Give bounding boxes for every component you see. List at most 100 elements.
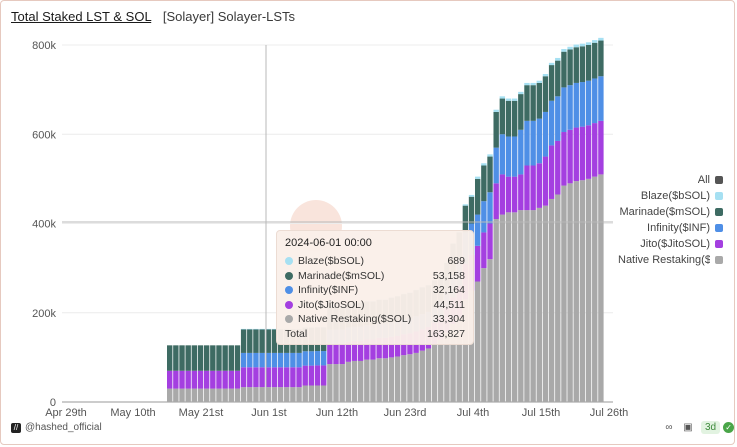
bar-segment[interactable]: [561, 51, 567, 88]
bar-segment[interactable]: [444, 332, 450, 402]
bar-segment[interactable]: [259, 352, 265, 368]
bar-segment[interactable]: [487, 154, 493, 157]
bar-segment[interactable]: [475, 178, 481, 215]
bar-segment[interactable]: [598, 37, 604, 41]
bar-segment[interactable]: [394, 335, 401, 357]
bar-segment[interactable]: [542, 205, 549, 402]
bar-segment[interactable]: [462, 204, 469, 206]
bar-segment[interactable]: [376, 337, 382, 359]
bar-segment[interactable]: [524, 165, 530, 211]
bar-segment[interactable]: [481, 268, 487, 403]
bar-segment[interactable]: [247, 387, 253, 402]
legend-item-native[interactable]: Native Restaking($SOL): [613, 252, 723, 268]
bar-segment[interactable]: [296, 367, 302, 388]
bar-segment[interactable]: [567, 46, 573, 50]
bar-segment[interactable]: [357, 360, 364, 402]
bar-segment[interactable]: [173, 345, 179, 371]
bar-segment[interactable]: [548, 62, 555, 66]
bar-segment[interactable]: [191, 388, 198, 402]
bar-segment[interactable]: [579, 43, 586, 47]
bar-segment[interactable]: [585, 45, 592, 81]
bar-segment[interactable]: [518, 129, 524, 175]
bar-segment[interactable]: [240, 329, 247, 353]
bar-segment[interactable]: [407, 354, 413, 402]
bar-segment[interactable]: [234, 388, 241, 402]
bar-segment[interactable]: [228, 388, 234, 402]
bar-segment[interactable]: [370, 359, 376, 402]
bar-segment[interactable]: [259, 387, 265, 402]
bar-segment[interactable]: [197, 345, 204, 371]
bar-segment[interactable]: [240, 387, 247, 402]
bar-segment[interactable]: [536, 80, 542, 83]
bar-segment[interactable]: [333, 343, 339, 365]
bar-segment[interactable]: [511, 136, 518, 177]
bar-segment[interactable]: [271, 352, 278, 368]
bar-segment[interactable]: [598, 40, 604, 77]
bar-segment[interactable]: [234, 370, 241, 389]
bar-segment[interactable]: [561, 132, 567, 186]
bar-segment[interactable]: [573, 47, 579, 83]
bar-segment[interactable]: [364, 339, 370, 360]
bar-segment[interactable]: [524, 120, 530, 166]
bar-segment[interactable]: [308, 351, 315, 366]
bar-segment[interactable]: [191, 345, 198, 371]
bar-segment[interactable]: [228, 345, 234, 371]
bar-segment[interactable]: [247, 367, 253, 388]
bar-segment[interactable]: [370, 339, 376, 360]
bar-segment[interactable]: [592, 176, 598, 402]
bar-segment[interactable]: [438, 339, 444, 402]
link-icon[interactable]: ∞: [665, 421, 673, 433]
bar-segment[interactable]: [542, 111, 549, 157]
bar-segment[interactable]: [203, 370, 210, 389]
bar-segment[interactable]: [481, 232, 487, 269]
bar-segment[interactable]: [499, 134, 506, 175]
bar-segment[interactable]: [401, 355, 407, 402]
bar-segment[interactable]: [357, 340, 364, 361]
bar-segment[interactable]: [216, 345, 222, 371]
bar-segment[interactable]: [339, 364, 345, 402]
bar-segment[interactable]: [222, 388, 228, 402]
bar-segment[interactable]: [561, 185, 567, 402]
bar-segment[interactable]: [598, 174, 604, 402]
bar-segment[interactable]: [284, 387, 290, 402]
bar-segment[interactable]: [548, 198, 555, 402]
bar-segment[interactable]: [561, 87, 567, 133]
bar-segment[interactable]: [253, 352, 259, 368]
bar-segment[interactable]: [210, 388, 216, 402]
bar-segment[interactable]: [179, 388, 185, 402]
bar-segment[interactable]: [585, 42, 592, 45]
bar-segment[interactable]: [592, 40, 598, 43]
bar-segment[interactable]: [536, 82, 542, 119]
bar-segment[interactable]: [548, 145, 555, 199]
bar-segment[interactable]: [382, 358, 388, 402]
bar-segment[interactable]: [505, 98, 512, 101]
bar-segment[interactable]: [499, 214, 506, 402]
bar-segment[interactable]: [185, 345, 191, 371]
bar-segment[interactable]: [579, 126, 586, 181]
bar-segment[interactable]: [505, 100, 512, 137]
bar-segment[interactable]: [505, 176, 512, 213]
bar-segment[interactable]: [499, 98, 506, 135]
bar-segment[interactable]: [321, 351, 327, 366]
bar-segment[interactable]: [493, 111, 499, 148]
bar-segment[interactable]: [598, 120, 604, 175]
bar-segment[interactable]: [167, 345, 173, 371]
bar-segment[interactable]: [302, 351, 308, 366]
bar-segment[interactable]: [487, 223, 493, 260]
bar-segment[interactable]: [511, 98, 518, 101]
bar-segment[interactable]: [475, 176, 481, 179]
bar-segment[interactable]: [573, 82, 579, 128]
bar-segment[interactable]: [296, 387, 302, 402]
bar-segment[interactable]: [290, 367, 296, 388]
bar-segment[interactable]: [308, 365, 315, 386]
bar-segment[interactable]: [542, 76, 549, 112]
bar-segment[interactable]: [579, 46, 586, 83]
bar-segment[interactable]: [210, 345, 216, 371]
bar-segment[interactable]: [351, 340, 358, 361]
bar-segment[interactable]: [247, 328, 253, 330]
legend-item-jito[interactable]: Jito($JitoSOL): [613, 236, 723, 252]
bar-segment[interactable]: [210, 370, 216, 389]
bar-segment[interactable]: [259, 329, 265, 353]
bar-segment[interactable]: [185, 370, 191, 389]
bar-segment[interactable]: [222, 345, 228, 371]
